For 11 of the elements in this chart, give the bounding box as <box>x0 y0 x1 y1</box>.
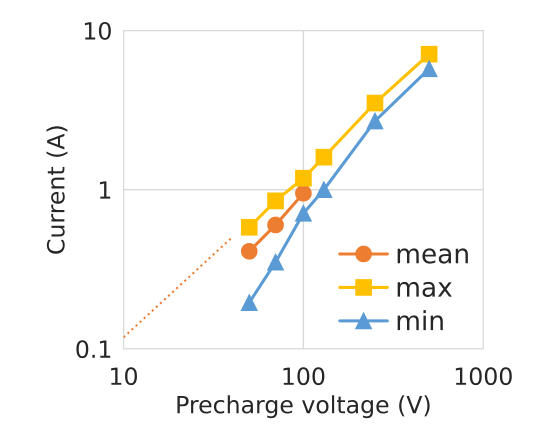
y-tick-label: 0.1 <box>76 340 110 358</box>
y-axis-title: Current (A) <box>46 126 68 254</box>
y-tick-label: 1 <box>100 181 110 199</box>
x-tick-label: 1000 <box>456 367 512 386</box>
x-tick-label: 100 <box>283 367 324 386</box>
x-axis-title: Precharge voltage (V) <box>177 395 430 418</box>
legend-label: max <box>398 282 452 298</box>
y-tick-label: 10 <box>84 22 111 40</box>
x-tick-label: 10 <box>111 367 137 386</box>
legend-label: mean <box>398 248 468 264</box>
legend-label: min <box>398 310 443 330</box>
